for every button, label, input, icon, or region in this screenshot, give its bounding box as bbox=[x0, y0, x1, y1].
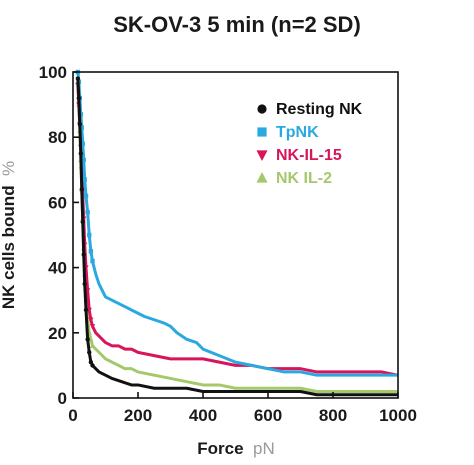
y-tick-label: 80 bbox=[48, 128, 67, 147]
legend-item: TpNK bbox=[257, 124, 319, 141]
x-tick-label: 1000 bbox=[379, 406, 417, 425]
data-point bbox=[81, 252, 86, 257]
x-tick-label: 200 bbox=[124, 406, 152, 425]
data-point bbox=[76, 95, 82, 101]
data-point bbox=[83, 307, 89, 313]
data-point bbox=[83, 193, 89, 199]
legend-marker bbox=[257, 127, 267, 137]
data-point bbox=[80, 141, 85, 146]
legend-marker bbox=[257, 104, 267, 114]
series-line bbox=[76, 81, 398, 393]
data-point bbox=[78, 151, 84, 156]
series-line bbox=[76, 71, 398, 377]
plot-series bbox=[75, 69, 399, 397]
data-point bbox=[79, 125, 84, 130]
series-resting-nk bbox=[75, 76, 398, 397]
data-point bbox=[82, 281, 87, 287]
legend-label: NK IL-2 bbox=[276, 170, 332, 187]
data-point bbox=[77, 121, 83, 127]
y-tick-label: 100 bbox=[39, 63, 67, 82]
series-nk-il-15 bbox=[75, 82, 399, 377]
x-axis-unit: pN bbox=[253, 439, 275, 458]
chart-title: SK-OV-3 5 min (n=2 SD) bbox=[113, 12, 361, 37]
data-point bbox=[89, 324, 96, 330]
data-point bbox=[85, 209, 90, 215]
y-axis-unit: % bbox=[0, 161, 18, 176]
legend: Resting NK TpNK NK-IL-15 NK IL-2 bbox=[256, 101, 363, 187]
data-point bbox=[89, 342, 96, 349]
legend-label: TpNK bbox=[276, 124, 319, 141]
data-point bbox=[81, 157, 86, 163]
x-ticks: 0 200 400 600 800 1000 bbox=[68, 392, 417, 425]
x-tick-label: 800 bbox=[319, 406, 347, 425]
y-ticks: 0 20 40 60 80 100 bbox=[39, 63, 79, 408]
data-point bbox=[75, 76, 81, 81]
legend-item: Resting NK bbox=[257, 101, 363, 118]
data-point bbox=[80, 219, 85, 225]
x-tick-label: 0 bbox=[68, 406, 77, 425]
data-point bbox=[87, 232, 92, 238]
legend-item: NK IL-2 bbox=[256, 170, 332, 187]
legend-label: Resting NK bbox=[276, 101, 363, 118]
x-tick-label: 400 bbox=[189, 406, 217, 425]
data-point bbox=[90, 363, 95, 368]
data-point bbox=[82, 177, 87, 182]
data-point bbox=[88, 317, 94, 323]
y-tick-label: 0 bbox=[58, 389, 67, 408]
data-point bbox=[79, 187, 84, 192]
series-line bbox=[76, 84, 399, 377]
data-point bbox=[85, 337, 90, 342]
data-point bbox=[87, 350, 92, 355]
y-tick-label: 40 bbox=[48, 259, 67, 278]
y-tick-label: 20 bbox=[48, 324, 67, 343]
y-tick-label: 60 bbox=[48, 193, 67, 212]
x-axis-title: Force pN bbox=[197, 439, 274, 458]
data-point bbox=[88, 359, 94, 365]
legend-item: NK-IL-15 bbox=[256, 147, 342, 164]
series-line bbox=[76, 78, 398, 397]
data-point bbox=[90, 258, 95, 264]
y-axis-title: NK cells bound % bbox=[0, 161, 18, 309]
legend-marker bbox=[256, 172, 268, 183]
legend-marker bbox=[256, 150, 268, 161]
series-nk-il-2 bbox=[75, 78, 398, 393]
x-tick-label: 600 bbox=[254, 406, 282, 425]
x-axis-label: Force bbox=[197, 439, 243, 458]
y-axis-label: NK cells bound bbox=[0, 185, 18, 309]
legend-label: NK-IL-15 bbox=[276, 147, 342, 164]
data-point bbox=[88, 249, 94, 254]
plot-frame bbox=[72, 71, 399, 399]
